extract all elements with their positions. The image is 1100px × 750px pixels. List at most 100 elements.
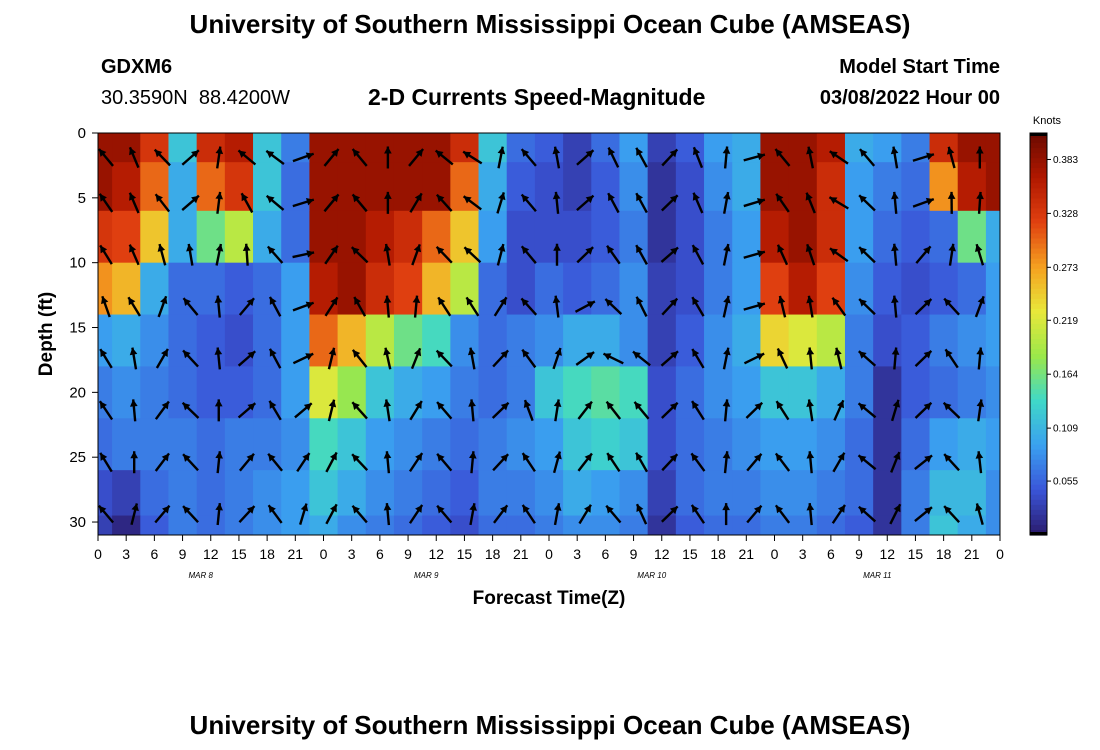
chart-title: 2-D Currents Speed-Magnitude [368,84,706,110]
day-label: MAR 9 [414,571,439,580]
heatmap-cell [929,133,959,163]
heatmap-cell [985,133,1000,163]
colorbar-segment [1030,213,1047,220]
current-vector-head [354,297,362,306]
colorbar-segment [1030,278,1047,285]
current-vector-head [607,245,615,254]
current-vector-head [414,193,422,202]
heatmap-cell [619,210,649,264]
heatmap-cell [647,418,677,471]
current-vector-head [436,350,445,359]
colorbar-segment [1030,509,1047,516]
heatmap-cell [591,162,621,212]
heatmap-cell [337,470,367,517]
current-vector-head [776,193,784,202]
heatmap-cell [98,470,113,517]
current-vector-head [669,195,678,203]
current-vector-head [383,451,392,459]
heatmap-cell [393,262,423,316]
x-tick-label: 6 [376,546,384,562]
x-tick-label: 0 [320,546,328,562]
x-tick-label: 3 [122,546,130,562]
heatmap-cell [534,133,564,163]
current-vector-head [267,246,276,255]
current-vector-head [829,248,838,256]
heatmap-cell [985,366,1000,419]
current-vector-head [131,503,139,512]
heatmap-cell [224,262,254,316]
heatmap-cell [253,418,282,471]
current-vector-head [128,297,136,306]
colorbar-unit-label: Knots [1033,115,1062,127]
current-vector-head [500,454,509,462]
heatmap-cell [478,162,508,212]
current-vector-head [776,401,784,410]
current-vector-head [892,399,901,408]
current-vector-head [722,503,730,511]
x-tick-label: 12 [879,546,895,562]
current-vector-head [269,400,277,409]
current-vector-head [890,146,899,155]
current-vector-head [161,348,168,357]
current-vector-head [352,349,361,358]
heatmap-cell [901,133,931,163]
heatmap-cell [365,314,395,368]
heatmap-cell [844,210,874,264]
current-vector-head [352,149,361,157]
colorbar-segment [1030,464,1047,471]
current-vector-head [182,402,191,411]
current-vector-head [753,453,762,462]
colorbar-segment [1030,158,1047,164]
heatmap-cell [168,262,198,316]
heatmap-cell [450,314,480,368]
current-vector-head [944,454,952,462]
current-vector-head [722,399,731,407]
heatmap-cell [224,366,254,419]
current-vector-head [583,504,591,513]
current-vector-head [603,353,612,361]
current-vector-head [129,347,138,356]
current-vector-head [946,146,955,155]
current-vector-head [329,452,337,461]
speed-heatmap [98,133,1000,535]
day-label: MAR 8 [189,571,214,580]
current-vector-head [756,353,765,361]
x-tick-label: 18 [710,546,726,562]
current-vector-head [98,149,107,157]
heatmap-cell [337,418,367,471]
heatmap-cell [224,162,254,212]
current-vector-head [161,453,170,462]
current-vector-head [269,296,277,305]
current-vector-head [859,247,867,255]
y-tick-label: 15 [69,320,86,337]
current-vector-head [183,454,191,462]
main-title: University of Southern Mississippi Ocean… [189,9,911,39]
current-vector-head [806,347,815,355]
heatmap-cell [760,418,790,471]
heatmap-cell [393,210,423,264]
heatmap-cell [309,210,339,264]
heatmap-cell [168,366,198,419]
colorbar-segment [1030,308,1047,315]
heatmap-cell [253,366,282,419]
current-vector-head [975,503,983,512]
current-vector-head [384,191,392,199]
current-vector-head [586,301,595,309]
current-vector-head [777,295,786,304]
heatmap-cell [196,314,226,368]
colorbar-segment [1030,394,1047,400]
heatmap-cell [957,162,987,212]
current-vector-head [975,451,984,459]
heatmap-cell [140,515,170,535]
heatmap-cell [675,366,705,419]
heatmap-cell [112,162,141,212]
heatmap-cell [647,162,677,212]
heatmap-cell [675,314,705,368]
colorbar-segment [1030,328,1047,335]
colorbar-segment [1030,519,1047,526]
heatmap-cell [365,162,395,212]
heatmap-cell [985,210,1000,264]
heatmap-cell [196,162,226,212]
current-vector-head [858,351,867,359]
